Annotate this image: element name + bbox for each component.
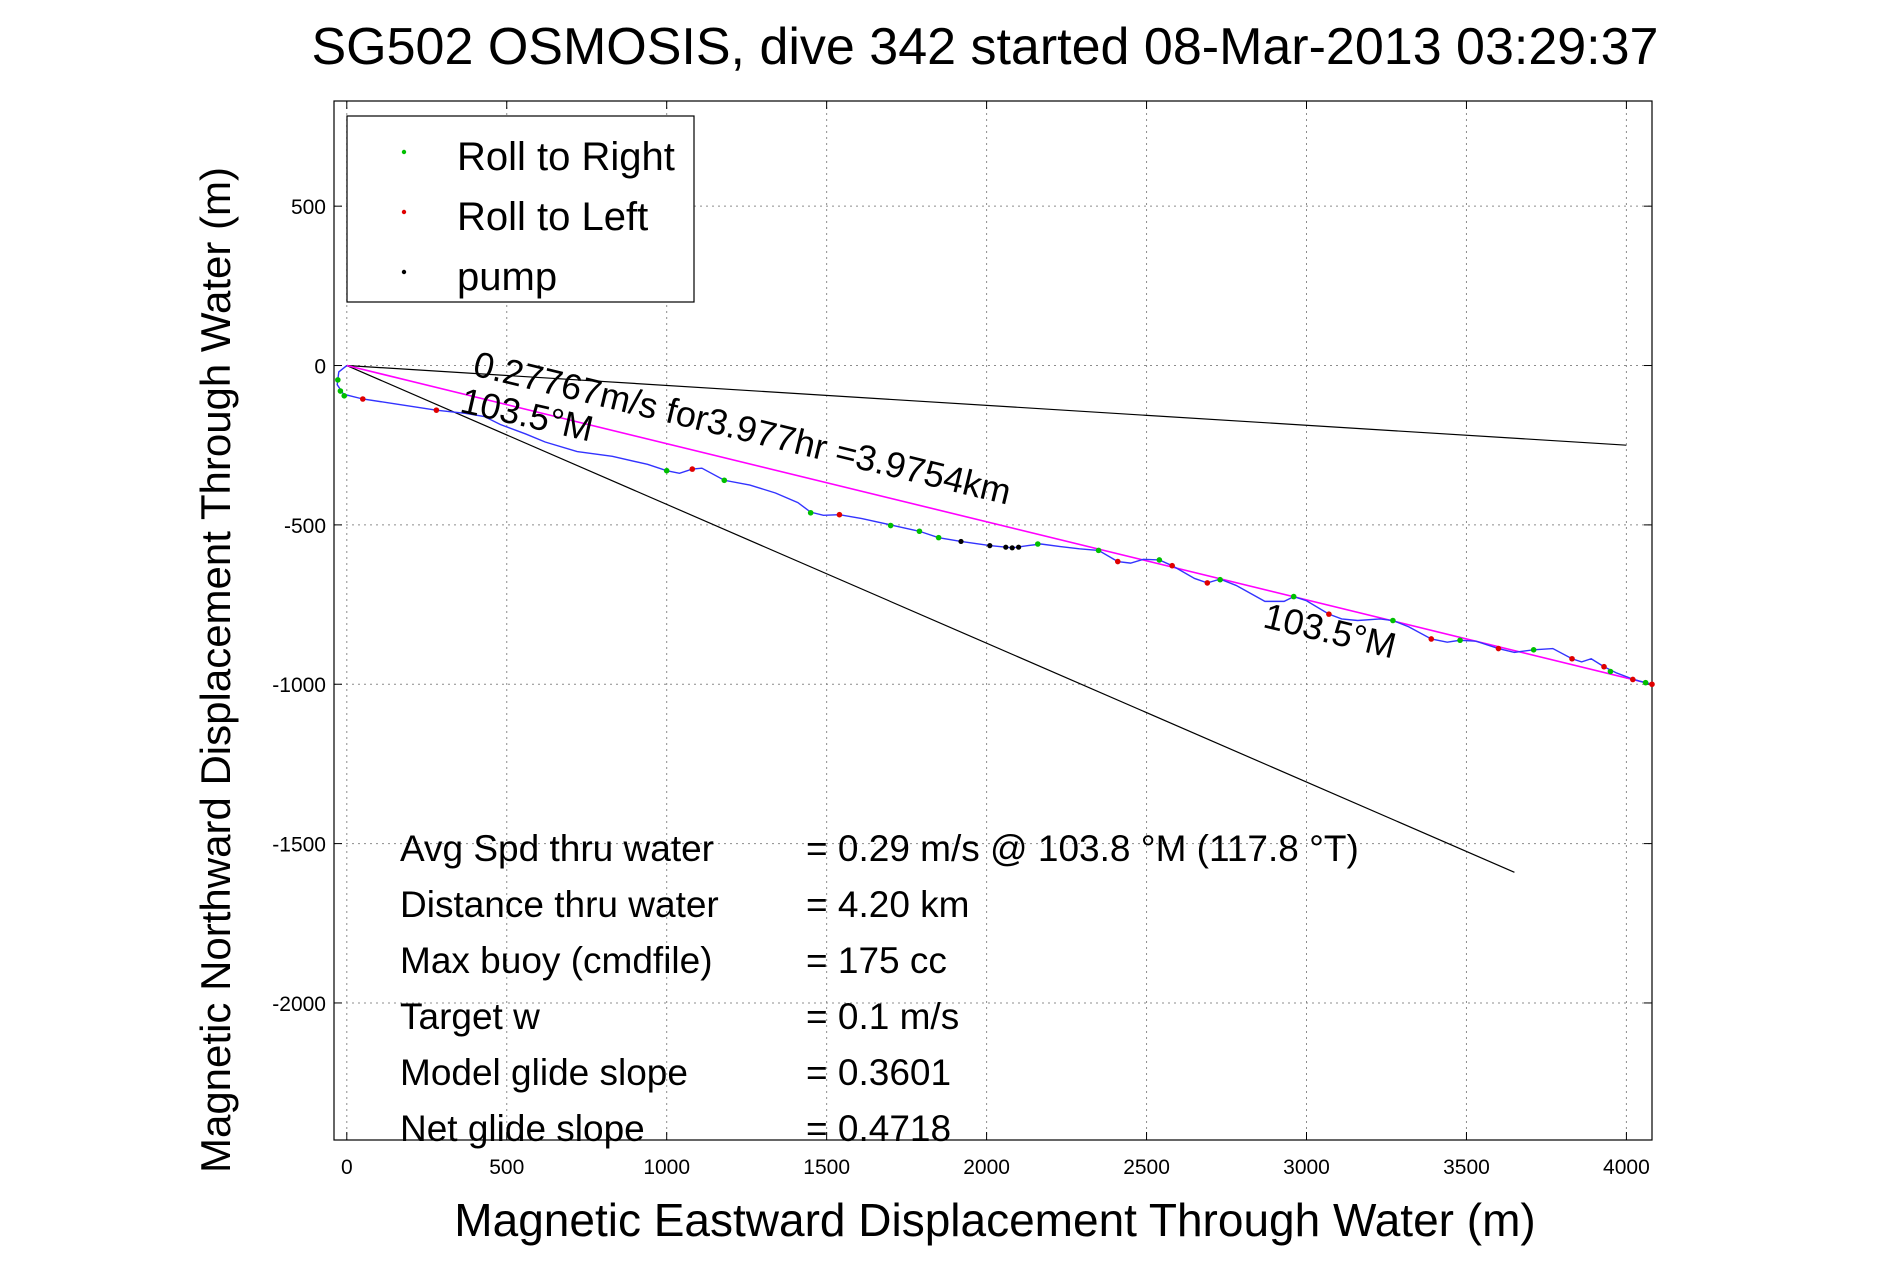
pump-point	[958, 538, 964, 545]
stat-value: = 0.3601	[806, 1052, 951, 1093]
roll-left-point	[1204, 580, 1211, 586]
x-tick-labels: 0 500 1000 1500 2000 2500 3000 3500 4000	[341, 1156, 1650, 1179]
stat-label: Net glide slope	[400, 1108, 645, 1149]
heading-line-lower	[346, 364, 1515, 873]
x-tick-label: 3000	[1283, 1156, 1330, 1179]
roll-right-point	[887, 522, 894, 529]
roll-right-point	[1095, 547, 1102, 554]
pump-point	[1009, 545, 1015, 551]
roll-right-point	[1034, 541, 1041, 547]
roll-left-point	[1601, 663, 1607, 670]
roll-right-point	[1290, 593, 1297, 600]
stats-block: Avg Spd thru water = 0.29 m/s @ 103.8 °M …	[400, 828, 1359, 1149]
stat-label: Distance thru water	[400, 884, 719, 925]
legend-marker	[401, 149, 407, 155]
roll-left-point	[836, 511, 843, 518]
roll-left-point	[1495, 645, 1502, 652]
roll-left-point	[433, 407, 440, 413]
roll-right-point	[1156, 557, 1163, 563]
roll-left-point	[359, 396, 366, 402]
roll-left-point	[1428, 636, 1435, 642]
y-tick-label: -500	[284, 515, 326, 538]
roll-left-point	[1114, 558, 1121, 565]
stat-label: Max buoy (cmdfile)	[400, 940, 713, 981]
roll-right-point	[1217, 576, 1223, 583]
stat-value: = 175 cc	[806, 940, 947, 981]
stat-value: = 0.1 m/s	[806, 996, 959, 1037]
roll-left-point	[1326, 611, 1332, 617]
glider-track	[336, 364, 1653, 685]
legend-label: pump	[457, 255, 557, 299]
heading-line-upper	[346, 364, 1627, 446]
roll-right-point	[807, 509, 814, 516]
stat-value: = 0.29 m/s @ 103.8 °M (117.8 °T)	[806, 828, 1359, 869]
roll-right-point	[335, 377, 341, 383]
x-tick-label: 1500	[803, 1156, 850, 1179]
x-tick-label: 500	[489, 1156, 524, 1179]
y-tick-label: -2000	[272, 993, 326, 1016]
legend-label: Roll to Left	[457, 195, 648, 239]
track-markers	[335, 377, 1655, 688]
roll-right-point	[341, 393, 348, 399]
legend-label: Roll to Right	[457, 135, 675, 179]
roll-left-point	[1649, 681, 1655, 688]
y-tick-label: -1000	[272, 674, 326, 697]
roll-left-point	[1630, 676, 1636, 683]
stat-label: Model glide slope	[400, 1052, 688, 1093]
chart-title: SG502 OSMOSIS, dive 342 started 08-Mar-2…	[312, 18, 1659, 76]
x-tick-label: 4000	[1603, 1156, 1650, 1179]
legend: Roll to Right Roll to Left pump	[346, 115, 695, 303]
stat-value: = 0.4718	[806, 1108, 951, 1149]
y-tick-label: 0	[314, 356, 326, 379]
pump-point	[1003, 544, 1009, 550]
x-tick-label: 3500	[1443, 1156, 1490, 1179]
x-tick-label: 2000	[963, 1156, 1010, 1179]
y-tick-labels: 500 0 -500 -1000 -1500 -2000	[272, 196, 326, 1016]
mean-displacement-line	[346, 364, 1653, 686]
stat-label: Avg Spd thru water	[400, 828, 714, 869]
roll-right-point	[1390, 617, 1396, 624]
x-tick-label: 2500	[1123, 1156, 1170, 1179]
roll-right-point	[916, 528, 923, 535]
x-axis-label: Magnetic Eastward Displacement Through W…	[454, 1194, 1535, 1246]
x-tick-label: 0	[341, 1156, 353, 1179]
stat-value: = 4.20 km	[806, 884, 970, 925]
roll-right-point	[1457, 637, 1463, 644]
pump-point	[1015, 544, 1022, 550]
x-tick-label: 1000	[643, 1156, 690, 1179]
roll-left-point	[1169, 562, 1175, 569]
y-tick-label: 500	[291, 196, 326, 219]
y-tick-label: -1500	[272, 834, 326, 857]
roll-right-point	[663, 467, 670, 474]
roll-right-point	[1530, 647, 1537, 653]
legend-marker	[401, 269, 407, 275]
roll-right-point	[1607, 668, 1614, 675]
roll-right-point	[337, 388, 344, 394]
roll-right-point	[935, 534, 942, 541]
y-axis-label: Magnetic Northward Displacement Through …	[192, 167, 239, 1173]
legend-marker	[401, 209, 407, 215]
pump-point	[987, 543, 993, 549]
roll-right-point	[1642, 679, 1649, 686]
grid-lines	[334, 101, 1652, 1140]
roll-right-point	[721, 477, 728, 484]
roll-left-point	[1569, 655, 1575, 662]
stat-label: Target w	[400, 996, 540, 1037]
roll-left-point	[689, 466, 696, 472]
plot-frame	[333, 100, 1653, 1141]
